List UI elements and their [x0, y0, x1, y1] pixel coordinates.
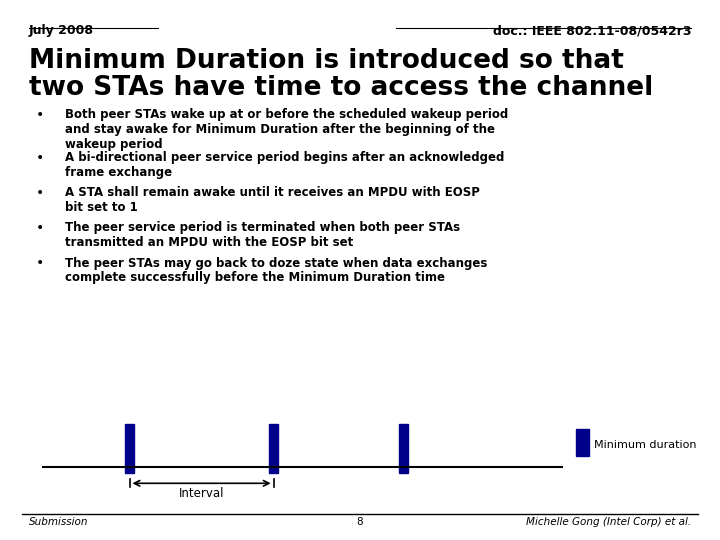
Text: The peer STAs may go back to doze state when data exchanges
complete successfull: The peer STAs may go back to doze state … — [65, 256, 487, 285]
Text: Minimum duration: Minimum duration — [594, 440, 696, 450]
Text: Minimum Duration is introduced so that: Minimum Duration is introduced so that — [29, 48, 624, 73]
Bar — [399, 424, 408, 472]
Text: Both peer STAs wake up at or before the scheduled wakeup period
and stay awake f: Both peer STAs wake up at or before the … — [65, 108, 508, 151]
Text: •: • — [36, 186, 44, 200]
Text: •: • — [36, 108, 44, 122]
Text: Interval: Interval — [179, 487, 225, 500]
Bar — [125, 424, 134, 472]
Text: A STA shall remain awake until it receives an MPDU with EOSP
bit set to 1: A STA shall remain awake until it receiv… — [65, 186, 480, 214]
Text: 8: 8 — [356, 517, 364, 527]
Bar — [576, 429, 589, 456]
Text: Michelle Gong (Intel Corp) et al.: Michelle Gong (Intel Corp) et al. — [526, 517, 691, 527]
Text: doc.: IEEE 802.11-08/0542r3: doc.: IEEE 802.11-08/0542r3 — [492, 24, 691, 37]
Text: Submission: Submission — [29, 517, 89, 527]
Bar — [269, 424, 278, 472]
Text: The peer service period is terminated when both peer STAs
transmitted an MPDU wi: The peer service period is terminated wh… — [65, 221, 460, 249]
Text: A bi-directional peer service period begins after an acknowledged
frame exchange: A bi-directional peer service period beg… — [65, 151, 504, 179]
Text: •: • — [36, 256, 44, 271]
Text: July 2008: July 2008 — [29, 24, 94, 37]
Text: •: • — [36, 221, 44, 235]
Text: •: • — [36, 151, 44, 165]
Text: two STAs have time to access the channel: two STAs have time to access the channel — [29, 75, 653, 100]
